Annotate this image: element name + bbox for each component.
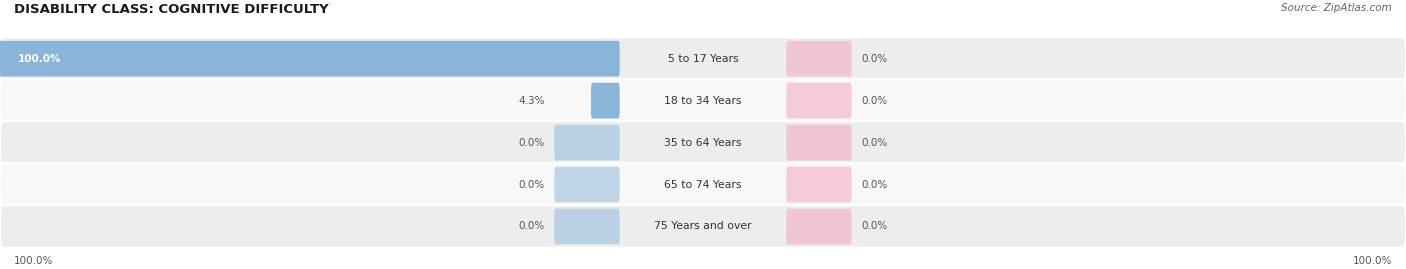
Text: 4.3%: 4.3% <box>519 95 546 106</box>
Text: 35 to 64 Years: 35 to 64 Years <box>664 137 742 148</box>
Text: DISABILITY CLASS: COGNITIVE DIFFICULTY: DISABILITY CLASS: COGNITIVE DIFFICULTY <box>14 3 329 16</box>
Text: Source: ZipAtlas.com: Source: ZipAtlas.com <box>1281 3 1392 13</box>
Text: 100.0%: 100.0% <box>14 256 53 266</box>
FancyBboxPatch shape <box>786 209 852 244</box>
Text: 0.0%: 0.0% <box>860 179 887 190</box>
FancyBboxPatch shape <box>0 163 1406 206</box>
Text: 0.0%: 0.0% <box>519 137 546 148</box>
FancyBboxPatch shape <box>0 79 1406 122</box>
Text: 0.0%: 0.0% <box>860 95 887 106</box>
FancyBboxPatch shape <box>786 125 852 160</box>
Text: 5 to 17 Years: 5 to 17 Years <box>668 54 738 64</box>
FancyBboxPatch shape <box>554 209 620 244</box>
Text: 0.0%: 0.0% <box>860 54 887 64</box>
FancyBboxPatch shape <box>786 167 852 202</box>
FancyBboxPatch shape <box>786 41 852 76</box>
Text: 65 to 74 Years: 65 to 74 Years <box>664 179 742 190</box>
Text: 0.0%: 0.0% <box>519 221 546 232</box>
FancyBboxPatch shape <box>591 83 620 118</box>
Text: 100.0%: 100.0% <box>17 54 60 64</box>
FancyBboxPatch shape <box>0 121 1406 164</box>
FancyBboxPatch shape <box>554 167 620 202</box>
Text: 75 Years and over: 75 Years and over <box>654 221 752 232</box>
FancyBboxPatch shape <box>0 205 1406 248</box>
FancyBboxPatch shape <box>0 37 1406 80</box>
FancyBboxPatch shape <box>554 125 620 160</box>
FancyBboxPatch shape <box>0 41 620 76</box>
Text: 0.0%: 0.0% <box>519 179 546 190</box>
FancyBboxPatch shape <box>786 83 852 118</box>
Text: 18 to 34 Years: 18 to 34 Years <box>664 95 742 106</box>
Text: 0.0%: 0.0% <box>860 137 887 148</box>
Text: 0.0%: 0.0% <box>860 221 887 232</box>
Text: 100.0%: 100.0% <box>1353 256 1392 266</box>
